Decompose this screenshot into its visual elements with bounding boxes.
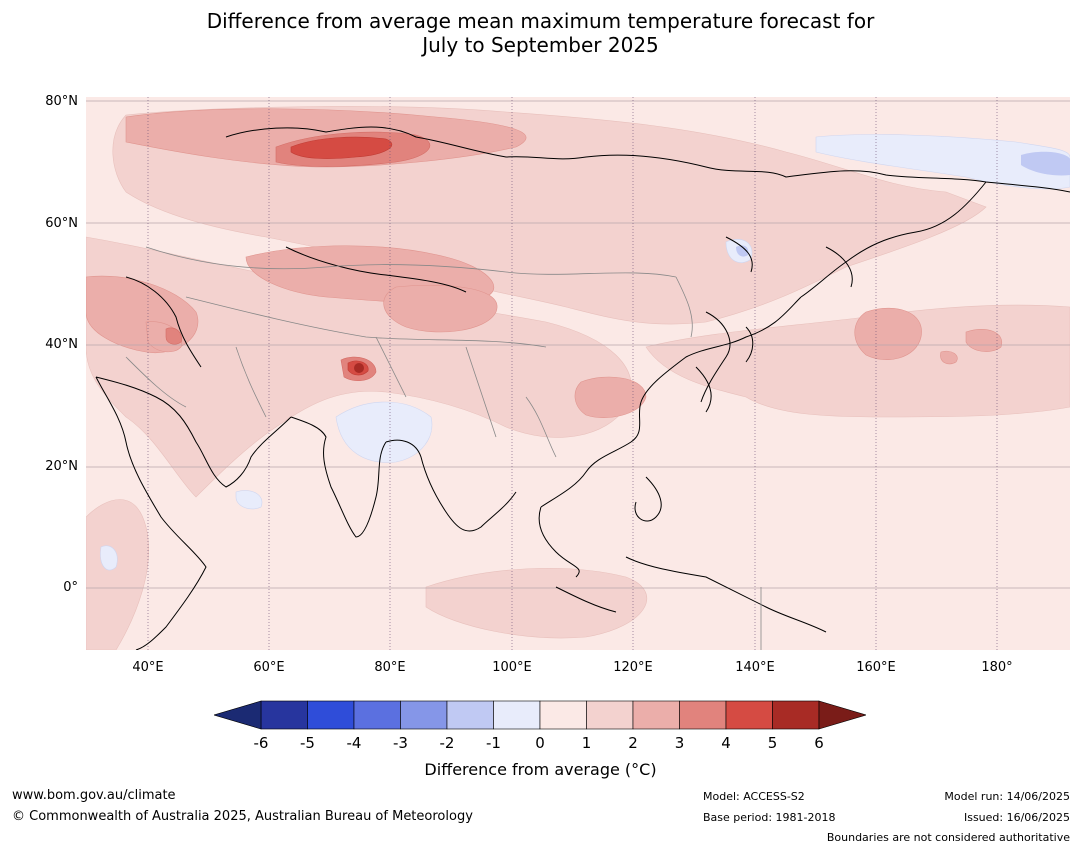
colorbar — [214, 700, 866, 730]
title-line-1: Difference from average mean maximum tem… — [206, 9, 875, 33]
colorbar-tick-label: 0 — [535, 734, 545, 752]
colorbar-tick-label: -6 — [253, 734, 269, 752]
issued-date: Issued: 16/06/2025 — [963, 811, 1070, 824]
lat-label-20n: 20°N — [45, 459, 78, 474]
lon-label-80e: 80°E — [374, 660, 406, 675]
base-period: Base period: 1981-2018 — [703, 811, 836, 824]
latitude-grid — [86, 100, 1070, 589]
colorbar-tick-label: -5 — [300, 734, 315, 752]
website-link[interactable]: www.bom.gov.au/climate — [12, 788, 176, 803]
colorbar-tick-label: 1 — [581, 734, 592, 752]
lon-label-120e: 120°E — [613, 660, 653, 675]
lat-label-80n: 80°N — [45, 94, 78, 109]
lat-label-40n: 40°N — [45, 337, 78, 352]
colorbar-tick-label: -4 — [346, 734, 362, 752]
lon-label-180: 180° — [981, 660, 1013, 675]
colorbar-tick-label: 4 — [721, 734, 731, 752]
map-title: Difference from average mean maximum tem… — [0, 9, 1081, 57]
colorbar-tick-label: 2 — [628, 734, 638, 752]
colorbar-segment — [772, 700, 820, 730]
anomaly-band-5-6 — [354, 363, 364, 373]
colorbar-extend-low — [214, 700, 262, 730]
colorbar-segment — [353, 700, 401, 730]
model-name: Model: ACCESS-S2 — [703, 790, 805, 803]
colorbar-extend-high — [818, 700, 866, 730]
colorbar-segment — [679, 700, 727, 730]
boundaries-disclaimer: Boundaries are not considered authoritat… — [826, 831, 1070, 844]
colorbar-segment — [446, 700, 494, 730]
colorbar-segment — [539, 700, 587, 730]
colorbar-tick-label: -1 — [486, 734, 501, 752]
model-run-date: Model run: 14/06/2025 — [944, 790, 1070, 803]
lon-label-100e: 100°E — [492, 660, 532, 675]
title-line-2: July to September 2025 — [422, 33, 659, 57]
map-canvas — [86, 97, 1070, 650]
anomaly-band-cool-0-1 — [100, 134, 1070, 571]
lat-label-equator: 0° — [63, 580, 78, 595]
colorbar-label: Difference from average (°C) — [424, 760, 657, 779]
colorbar-segment — [493, 700, 541, 730]
lat-label-60n: 60°N — [45, 216, 78, 231]
colorbar-tick-label: -2 — [439, 734, 455, 752]
lon-label-160e: 160°E — [856, 660, 896, 675]
anomaly-band-4-5 — [290, 136, 393, 376]
colorbar-tick-label: 3 — [674, 734, 685, 752]
copyright-text: © Commonwealth of Australia 2025, Austra… — [12, 809, 473, 824]
colorbar-segment — [260, 700, 308, 730]
lon-label-140e: 140°E — [735, 660, 775, 675]
anomaly-band-cool-1-2 — [736, 151, 1070, 257]
colorbar-segment — [307, 700, 355, 730]
lon-label-60e: 60°E — [253, 660, 285, 675]
forecast-map — [86, 97, 1070, 650]
coastlines — [95, 126, 1070, 650]
colorbar-segment — [586, 700, 634, 730]
colorbar-tick-label: -3 — [393, 734, 408, 752]
anomaly-band-2-3 — [86, 108, 1003, 418]
colorbar-tick-label: 5 — [767, 734, 778, 752]
colorbar-segment — [400, 700, 448, 730]
colorbar-tick-label: 6 — [814, 734, 824, 752]
longitude-grid — [147, 97, 998, 650]
colorbar-segment — [632, 700, 680, 730]
country-borders — [125, 246, 762, 650]
lon-label-40e: 40°E — [132, 660, 164, 675]
colorbar-segments — [260, 700, 820, 730]
colorbar-segment — [725, 700, 773, 730]
